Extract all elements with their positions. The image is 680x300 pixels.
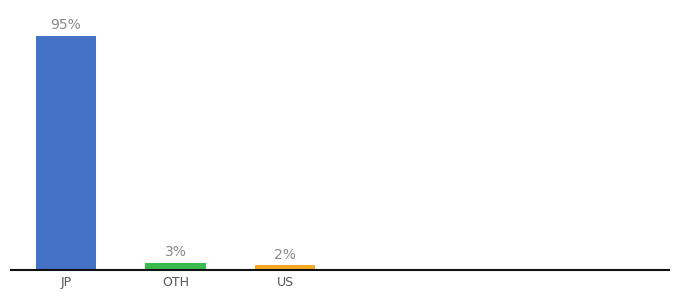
Bar [255,266,316,270]
Text: 95%: 95% [50,18,82,32]
Text: 2%: 2% [274,248,296,262]
Bar [146,263,206,270]
Text: 3%: 3% [165,245,186,259]
Bar [36,36,96,270]
